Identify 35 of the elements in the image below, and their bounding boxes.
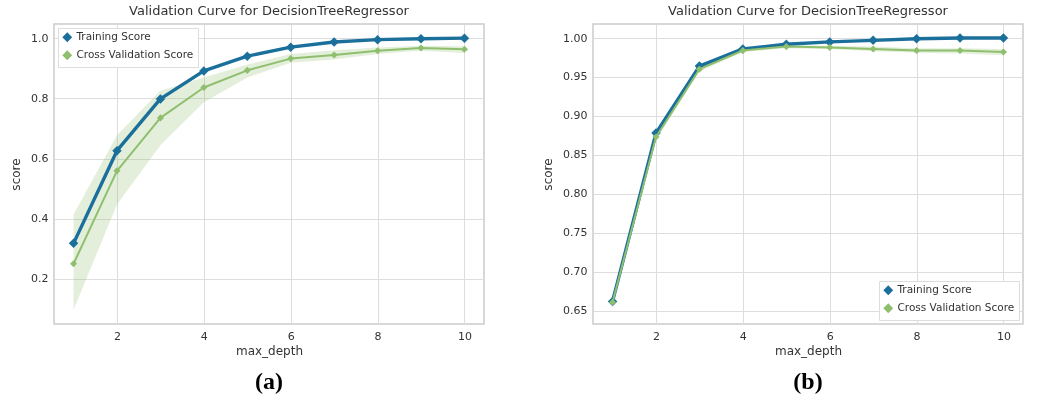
y-tick-label: 0.6 [31, 152, 49, 165]
legend-label: Cross Validation Score [897, 301, 1015, 314]
x-tick-label: 6 [826, 329, 834, 343]
y-tick-label: 0.85 [563, 148, 588, 162]
y-axis-title: score [541, 158, 556, 191]
x-tick-label: 2 [113, 329, 121, 343]
x-tick-label: 2 [652, 329, 660, 343]
y-tick-label: 1.0 [31, 31, 49, 45]
x-axis-title: max_depth [774, 343, 843, 358]
y-axis-title: score [9, 158, 24, 191]
x-tick-label: 4 [200, 329, 208, 343]
legend-label: Cross Validation Score [76, 48, 194, 61]
y-tick-label: 0.4 [31, 212, 49, 226]
text: (a) [255, 368, 283, 394]
y-tick-label: 0.75 [563, 226, 588, 240]
x-tick-label: 8 [374, 329, 382, 343]
y-tick-label: 0.2 [31, 272, 49, 286]
y-tick-label: 0.8 [31, 91, 49, 105]
x-axis-title: max_depth [235, 343, 304, 358]
y-tick-label: 1.00 [563, 31, 588, 45]
chart-title: Validation Curve for DecisionTreeRegressor [129, 3, 410, 18]
y-tick-label: 0.65 [563, 304, 588, 318]
chart-title: Validation Curve for DecisionTreeRegressor [668, 3, 949, 18]
x-tick-label: 6 [287, 329, 295, 343]
y-tick-label: 0.95 [563, 70, 588, 84]
text: (b) [793, 368, 823, 394]
y-tick-label: 0.90 [563, 109, 588, 123]
legend-label: Training Score [896, 283, 972, 296]
y-tick-label: 0.70 [563, 265, 588, 279]
y-tick-label: 0.80 [563, 187, 588, 201]
x-tick-label: 4 [739, 329, 747, 343]
x-tick-label: 10 [457, 329, 472, 343]
x-tick-label: 10 [996, 329, 1011, 343]
x-tick-label: 8 [913, 329, 921, 343]
legend-label: Training Score [75, 30, 151, 43]
